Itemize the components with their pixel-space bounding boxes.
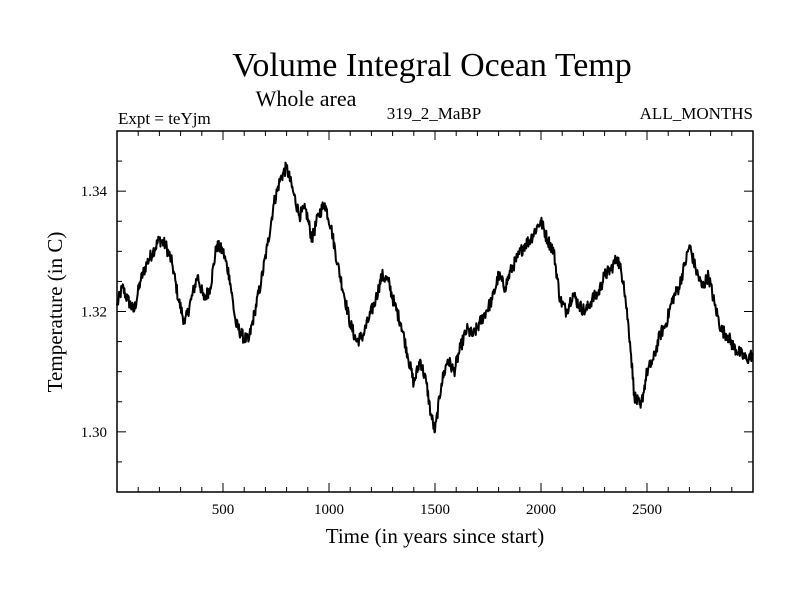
- x-tick-label: 2500: [632, 502, 662, 518]
- chart-title: Volume Integral Ocean Temp: [232, 47, 632, 84]
- series-line-ocean-temp: [116, 161, 754, 434]
- months-label: ALL_MONTHS: [640, 104, 753, 123]
- run-label: 319_2_MaBP: [387, 104, 481, 123]
- x-axis-label: Time (in years since start): [326, 524, 545, 548]
- x-tick-label: 1000: [314, 502, 344, 518]
- x-tick-label: 500: [212, 502, 235, 518]
- expt-label: Expt = teYjm: [118, 109, 211, 128]
- x-tick-label: 1500: [420, 502, 450, 518]
- chart-subtitle: Whole area: [256, 86, 357, 111]
- plot-frame: [116, 130, 754, 493]
- y-axis-label: Temperature (in C): [43, 232, 67, 393]
- axis-ticks: [117, 131, 753, 492]
- y-tick-label: 1.32: [81, 305, 107, 321]
- tick-labels: 500 1000 1500 2000 2500 1.30 1.32 1.34: [81, 184, 662, 518]
- y-tick-label: 1.30: [81, 425, 107, 441]
- y-tick-label: 1.34: [81, 184, 108, 200]
- x-tick-label: 2000: [526, 502, 556, 518]
